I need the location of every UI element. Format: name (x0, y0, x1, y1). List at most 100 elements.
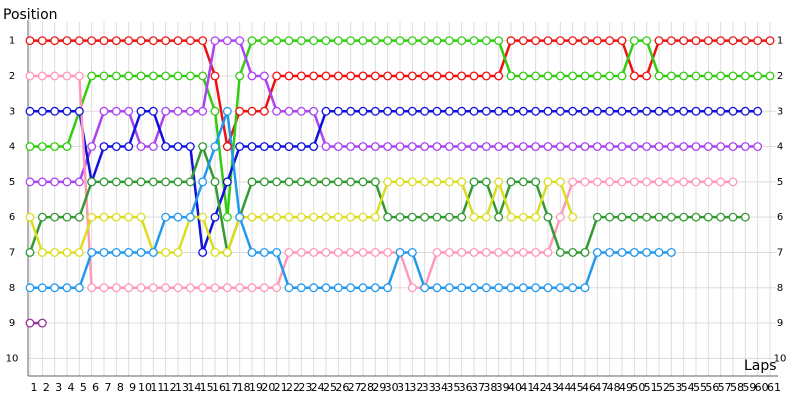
x-tick-label: 49 (619, 381, 633, 394)
lap-marker (198, 247, 208, 257)
lap-marker (74, 247, 84, 257)
lap-marker (259, 247, 269, 257)
lap-marker (346, 247, 356, 257)
lap-marker (580, 36, 590, 46)
lap-marker (444, 247, 454, 257)
lap-marker (99, 36, 109, 46)
y-tick-label-right: 4 (777, 142, 783, 153)
lap-marker (296, 247, 306, 257)
lap-marker (457, 177, 467, 187)
lap-marker (25, 36, 35, 46)
lap-marker (87, 142, 97, 151)
lap-marker (136, 36, 146, 46)
lap-marker (173, 71, 183, 81)
lap-marker (25, 71, 35, 81)
lap-marker (358, 283, 368, 293)
lap-marker (74, 212, 84, 222)
x-tick-label: 14 (187, 381, 201, 394)
lap-marker (531, 142, 541, 151)
lap-marker (247, 247, 257, 257)
lap-marker (420, 142, 430, 151)
lap-marker (592, 142, 602, 151)
x-tick-label: 12 (163, 381, 177, 394)
lap-marker (457, 212, 467, 222)
lap-marker (703, 212, 713, 222)
lap-marker (111, 283, 121, 293)
lap-marker (679, 177, 689, 187)
lap-marker (580, 106, 590, 116)
lap-marker (568, 283, 578, 293)
lap-marker (753, 142, 763, 151)
lap-marker (173, 36, 183, 46)
lap-marker (703, 71, 713, 81)
lap-marker (136, 142, 146, 151)
lap-marker (346, 283, 356, 293)
y-tick-label: 10 (6, 353, 19, 364)
lap-marker (728, 36, 738, 46)
lap-marker (728, 142, 738, 151)
lap-marker (407, 212, 417, 222)
lap-marker (25, 106, 35, 116)
x-tick-label: 51 (644, 381, 658, 394)
lap-marker (395, 106, 405, 116)
lap-marker (358, 142, 368, 151)
lap-marker (161, 36, 171, 46)
lap-marker (37, 177, 47, 187)
y-tick-label: 1 (9, 36, 15, 47)
lap-marker (605, 212, 615, 222)
lap-marker (469, 177, 479, 187)
lap-marker (161, 142, 171, 151)
lap-marker (161, 177, 171, 187)
lap-marker (74, 71, 84, 81)
lap-marker (629, 247, 639, 257)
lap-marker (284, 142, 294, 151)
lap-marker (173, 247, 183, 257)
lap-marker (469, 71, 479, 81)
lap-marker (592, 177, 602, 187)
lap-marker (444, 212, 454, 222)
x-tick-label: 11 (150, 381, 164, 394)
x-tick-label: 27 (348, 381, 362, 394)
lap-marker (629, 106, 639, 116)
lap-marker (481, 212, 491, 222)
x-tick-label: 9 (129, 381, 136, 394)
x-tick-label: 40 (508, 381, 522, 394)
lap-marker (568, 247, 578, 257)
y-tick-label-right: 7 (777, 247, 783, 258)
x-tick-label: 4 (68, 381, 75, 394)
lap-marker (111, 212, 121, 222)
lap-marker (666, 106, 676, 116)
lap-marker (62, 36, 72, 46)
labels: 1 12 23 34 45 56 67 78 89 910 101 2 3 4 5 6 7 8 9 101112131… (6, 36, 787, 394)
lap-marker (642, 247, 652, 257)
lap-marker (222, 142, 232, 151)
lap-marker (691, 142, 701, 151)
lap-marker (703, 177, 713, 187)
lap-marker (457, 71, 467, 81)
lap-marker (296, 177, 306, 187)
x-tick-label: 3 (55, 381, 62, 394)
x-tick-label: 43 (545, 381, 559, 394)
lap-marker (148, 36, 158, 46)
lap-marker (457, 247, 467, 257)
x-tick-label: 18 (237, 381, 251, 394)
lap-marker (753, 71, 763, 81)
lap-marker (87, 177, 97, 187)
lap-marker (383, 177, 393, 187)
lap-marker (296, 283, 306, 293)
lap-marker (654, 142, 664, 151)
lap-marker (691, 71, 701, 81)
lap-marker (124, 36, 134, 46)
lap-marker (309, 177, 319, 187)
lap-marker (346, 212, 356, 222)
lap-marker (358, 177, 368, 187)
lap-marker (124, 247, 134, 257)
x-tick-label: 31 (397, 381, 411, 394)
lap-marker (753, 36, 763, 46)
lap-marker (284, 106, 294, 116)
lap-marker (407, 71, 417, 81)
lap-marker (605, 36, 615, 46)
lap-marker (642, 106, 652, 116)
lap-marker (346, 106, 356, 116)
lap-marker (506, 142, 516, 151)
